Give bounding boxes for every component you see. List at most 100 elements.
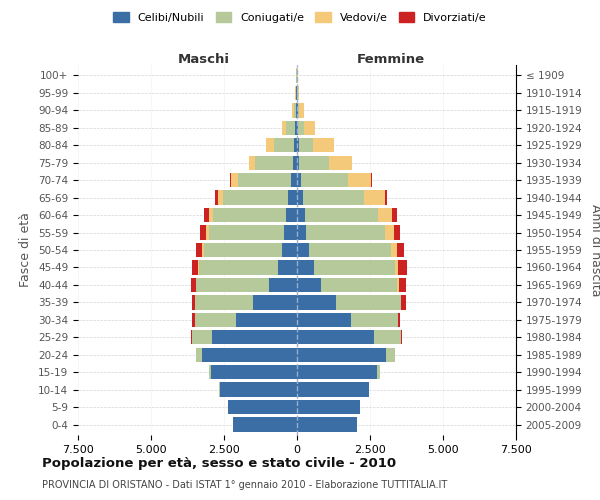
Bar <box>364 190 385 205</box>
Bar <box>397 243 404 257</box>
Bar <box>298 86 299 100</box>
Bar <box>392 208 397 222</box>
Bar <box>398 312 400 327</box>
Bar <box>278 260 297 274</box>
Bar <box>309 243 391 257</box>
Bar <box>202 243 203 257</box>
Bar <box>193 260 199 274</box>
Bar <box>211 365 297 380</box>
Bar <box>299 156 329 170</box>
Bar <box>297 260 314 274</box>
Bar <box>398 278 406 292</box>
Bar <box>297 190 303 205</box>
Bar <box>295 120 297 135</box>
Bar <box>385 190 387 205</box>
Bar <box>347 173 371 188</box>
Bar <box>255 156 293 170</box>
Bar <box>299 103 304 118</box>
Text: Maschi: Maschi <box>178 54 230 66</box>
Bar <box>218 190 223 205</box>
Bar <box>191 278 196 292</box>
Bar <box>250 156 255 170</box>
Bar <box>297 330 374 344</box>
Bar <box>266 138 274 152</box>
Bar <box>378 208 392 222</box>
Bar <box>303 190 364 205</box>
Bar <box>238 173 291 188</box>
Bar <box>298 103 299 118</box>
Bar <box>296 103 297 118</box>
Bar <box>398 260 407 274</box>
Bar <box>282 120 286 135</box>
Bar <box>192 330 212 344</box>
Bar <box>195 312 236 327</box>
Bar <box>196 243 202 257</box>
Bar <box>297 138 299 152</box>
Bar <box>394 226 400 239</box>
Bar <box>209 226 284 239</box>
Bar <box>297 278 321 292</box>
Bar <box>269 278 297 292</box>
Bar <box>274 138 294 152</box>
Bar <box>213 208 286 222</box>
Bar <box>294 138 297 152</box>
Bar <box>301 173 347 188</box>
Bar <box>231 173 238 188</box>
Bar <box>287 190 297 205</box>
Bar <box>297 400 360 414</box>
Bar <box>395 260 398 274</box>
Bar <box>337 295 401 310</box>
Bar <box>297 348 386 362</box>
Bar <box>284 226 297 239</box>
Bar <box>298 120 304 135</box>
Bar <box>203 243 283 257</box>
Bar <box>314 260 395 274</box>
Bar <box>401 295 406 310</box>
Y-axis label: Anni di nascita: Anni di nascita <box>589 204 600 296</box>
Bar <box>297 312 351 327</box>
Bar <box>297 173 301 188</box>
Bar <box>204 208 209 222</box>
Bar <box>297 156 299 170</box>
Bar <box>297 365 377 380</box>
Bar <box>297 418 357 432</box>
Bar <box>191 295 194 310</box>
Bar <box>253 295 297 310</box>
Bar <box>371 173 372 188</box>
Text: Femmine: Femmine <box>356 54 425 66</box>
Bar <box>220 382 297 397</box>
Bar <box>297 243 309 257</box>
Bar <box>329 156 352 170</box>
Bar <box>304 120 316 135</box>
Bar <box>297 295 337 310</box>
Bar <box>192 312 194 327</box>
Bar <box>397 278 398 292</box>
Bar <box>313 138 334 152</box>
Bar <box>209 208 213 222</box>
Bar <box>286 208 297 222</box>
Text: PROVINCIA DI ORISTANO - Dati ISTAT 1° gennaio 2010 - Elaborazione TUTTITALIA.IT: PROVINCIA DI ORISTANO - Dati ISTAT 1° ge… <box>42 480 447 490</box>
Bar <box>195 295 253 310</box>
Bar <box>351 312 398 327</box>
Bar <box>297 120 298 135</box>
Bar <box>206 226 209 239</box>
Bar <box>196 278 269 292</box>
Bar <box>321 278 397 292</box>
Bar <box>294 103 296 118</box>
Bar <box>292 103 294 118</box>
Bar <box>209 365 211 380</box>
Bar <box>297 226 307 239</box>
Legend: Celibi/Nubili, Coniugati/e, Vedovi/e, Divorziati/e: Celibi/Nubili, Coniugati/e, Vedovi/e, Di… <box>109 8 491 28</box>
Bar <box>215 190 218 205</box>
Bar <box>229 400 297 414</box>
Bar <box>199 260 278 274</box>
Bar <box>202 348 297 362</box>
Bar <box>299 138 313 152</box>
Bar <box>286 120 295 135</box>
Bar <box>297 208 305 222</box>
Bar <box>200 226 206 239</box>
Bar <box>385 226 394 239</box>
Bar <box>283 243 297 257</box>
Bar <box>386 348 395 362</box>
Bar <box>236 312 297 327</box>
